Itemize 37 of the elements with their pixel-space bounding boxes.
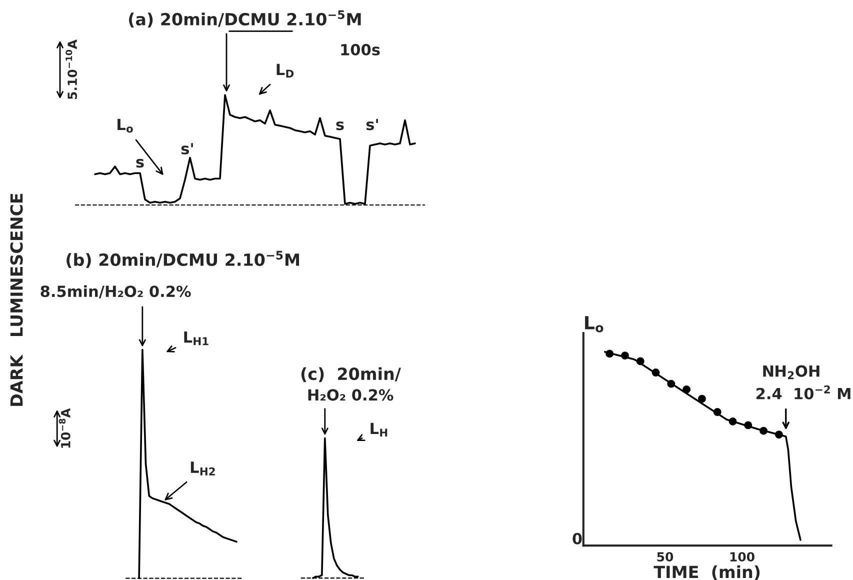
text: 100s xyxy=(341,44,380,56)
point xyxy=(713,408,722,416)
chart-subtitle: 8.5min/H₂O₂ 0.2% xyxy=(40,285,191,298)
point xyxy=(621,352,629,360)
point xyxy=(728,417,737,426)
text: L$_{H}$ xyxy=(370,422,388,437)
annotation: 2.4 10$^{−2}$ M xyxy=(756,385,850,400)
text: L$_{H1}$ xyxy=(184,331,208,346)
annotation: L$_{o}$ xyxy=(118,118,133,133)
point xyxy=(774,430,783,439)
chart-title: (b) 20min/DCMU 2.10$^{−5}$M xyxy=(66,250,300,268)
annotation: s' xyxy=(181,143,193,154)
point xyxy=(682,385,691,394)
x-axis-title: TIME (min) xyxy=(654,565,760,580)
point xyxy=(760,426,768,435)
text: 10$^{−8}$A xyxy=(58,408,70,448)
point xyxy=(606,350,614,358)
chart-subtitle: H₂O₂ 0.2% xyxy=(308,389,394,401)
annotation: s xyxy=(136,158,144,168)
point xyxy=(744,421,752,430)
point xyxy=(636,357,644,366)
y-axis-title: L$_{o}$ xyxy=(585,316,604,332)
annotation: L$_{H2}$ xyxy=(190,462,215,476)
chart-title: (a) 20min/DCMU 2.10$^{−5}$M xyxy=(129,10,361,28)
point xyxy=(698,394,706,403)
y-axis-title: DARK LUMINESCENCE xyxy=(10,194,23,406)
x-tick-label: 50 xyxy=(657,552,674,562)
annotation: NH$_{2}$OH xyxy=(763,365,820,380)
x-tick-label: 100 xyxy=(730,552,754,562)
chart-title: (c) 20min/ xyxy=(301,367,401,382)
text: 5.10$^{−10}$A xyxy=(66,40,78,99)
text: 0 xyxy=(572,532,582,544)
point xyxy=(652,368,660,376)
annotation: s xyxy=(336,121,344,130)
point xyxy=(667,380,676,388)
annotation: s' xyxy=(366,118,378,130)
text: L$_{D}$ xyxy=(276,64,294,78)
